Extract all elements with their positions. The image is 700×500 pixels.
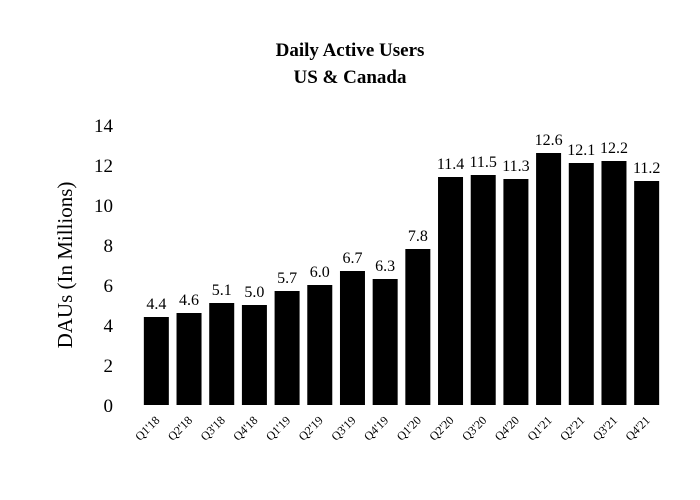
y-tick-label: 4 — [104, 316, 114, 337]
x-tick-label: Q3'19 — [328, 413, 358, 443]
x-tick-label: Q2'21 — [557, 413, 587, 443]
data-labels-group: 4.4 4.6 5.1 5.0 5.7 6.0 6.7 6.3 7.8 11.4 11.5 11.3 1… — [146, 132, 660, 313]
bar — [274, 291, 300, 405]
y-tick-label: 2 — [104, 356, 114, 377]
x-tick-label: Q1'18 — [132, 413, 162, 443]
x-tick-label: Q4'20 — [492, 413, 522, 443]
x-tick-label: Q2'18 — [165, 413, 195, 443]
x-tick-label: Q3'18 — [198, 413, 228, 443]
data-label: 6.0 — [310, 264, 330, 281]
bar — [503, 179, 529, 405]
bar — [339, 271, 365, 405]
bar — [372, 279, 398, 405]
y-tick-label: 10 — [94, 196, 113, 217]
bar — [568, 163, 594, 405]
data-label: 6.7 — [342, 250, 362, 267]
data-label: 5.0 — [244, 284, 264, 301]
data-label: 5.7 — [277, 270, 297, 287]
x-tick-label: Q4'18 — [230, 413, 260, 443]
data-label: 12.2 — [600, 140, 628, 157]
data-label: 11.2 — [633, 160, 660, 177]
x-axis: Q1'18 Q2'18 Q3'18 Q4'18 Q1'19 Q2'19 Q3'19 Q4'19… — [132, 413, 653, 443]
bar — [601, 161, 627, 405]
bar — [470, 175, 496, 405]
data-label: 12.1 — [567, 142, 595, 159]
bar — [405, 249, 431, 405]
chart-title: Daily Active Users — [276, 40, 425, 61]
data-label: 11.5 — [470, 154, 497, 171]
bars-group — [143, 153, 660, 405]
bar — [176, 313, 202, 405]
bar — [634, 181, 660, 405]
bar — [438, 177, 464, 405]
y-tick-label: 12 — [94, 156, 113, 177]
y-tick-label: 8 — [104, 236, 114, 257]
x-tick-label: Q3'20 — [459, 413, 489, 443]
y-tick-label: 0 — [104, 396, 114, 417]
bar — [209, 303, 235, 405]
data-label: 12.6 — [535, 132, 563, 149]
y-axis: 0 2 4 6 8 10 12 14 — [94, 116, 114, 417]
data-label: 11.3 — [502, 158, 529, 175]
x-tick-label: Q1'19 — [263, 413, 293, 443]
y-tick-label: 14 — [94, 116, 114, 137]
x-tick-label: Q2'20 — [426, 413, 456, 443]
y-axis-label: DAUs (In Millions) — [53, 182, 77, 349]
bar — [143, 317, 169, 405]
chart-subtitle: US & Canada — [294, 67, 407, 88]
bar — [241, 305, 267, 405]
x-tick-label: Q1'20 — [394, 413, 424, 443]
data-label: 7.8 — [408, 228, 428, 245]
data-label: 4.4 — [146, 296, 166, 313]
data-label: 4.6 — [179, 292, 199, 309]
x-tick-label: Q1'21 — [524, 413, 554, 443]
y-tick-label: 6 — [104, 276, 114, 297]
bar — [307, 285, 333, 405]
x-tick-label: Q4'21 — [622, 413, 652, 443]
x-tick-label: Q4'19 — [361, 413, 391, 443]
bar — [536, 153, 562, 405]
data-label: 5.1 — [212, 282, 232, 299]
data-label: 11.4 — [437, 156, 464, 173]
x-tick-label: Q2'19 — [296, 413, 326, 443]
data-label: 6.3 — [375, 258, 395, 275]
x-tick-label: Q3'21 — [590, 413, 620, 443]
